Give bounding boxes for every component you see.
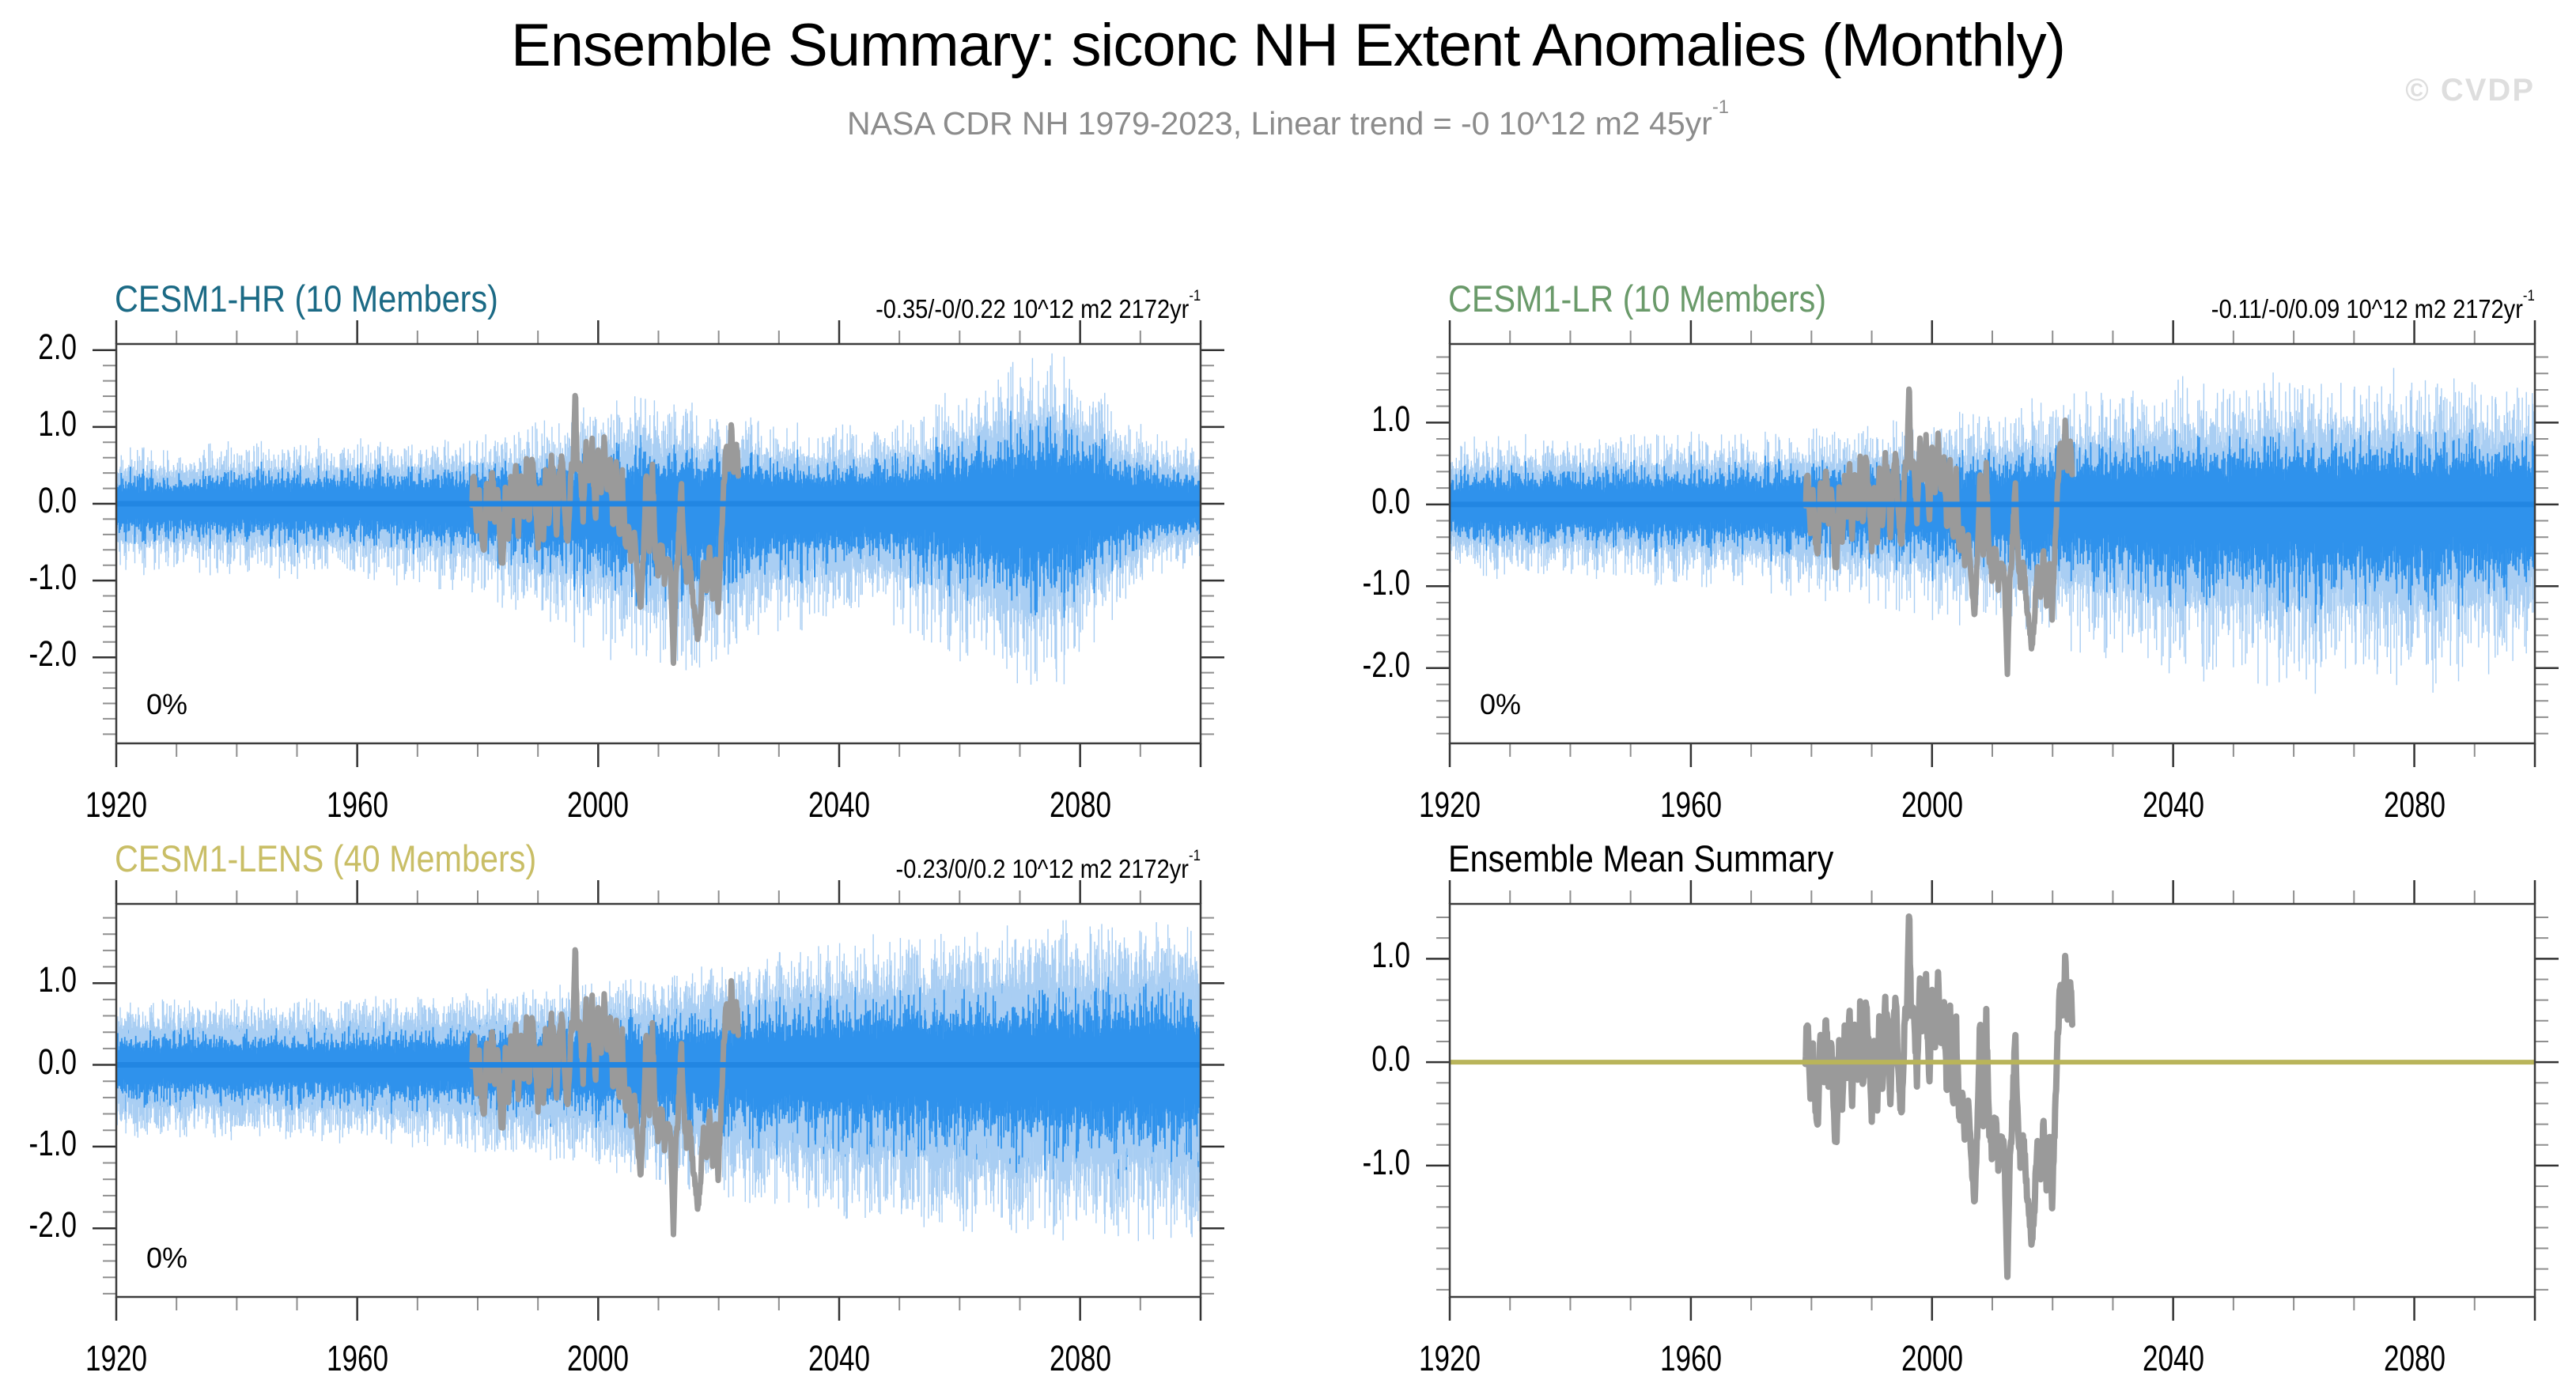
- y-tick-label: 1.0: [38, 959, 77, 1000]
- y-tick-label: -1.0: [28, 557, 77, 598]
- x-tick-label: 2040: [808, 784, 871, 825]
- axis-minor-ticks: [1436, 331, 2548, 757]
- trend-text: -0.35/-0/0.22 10^12 m2 2172yr: [875, 294, 1190, 323]
- trend-text: -0.23/0/0.2 10^12 m2 2172yr: [895, 854, 1190, 883]
- panel-border: [1448, 902, 2536, 1299]
- y-tick-label: 0.0: [38, 480, 77, 520]
- x-tick-label: 1920: [85, 1338, 148, 1378]
- x-tick-label: 2040: [808, 1338, 871, 1378]
- x-tick-label: 1960: [326, 784, 388, 825]
- x-tick-label: 2080: [1049, 1338, 1111, 1378]
- x-tick-label: 2000: [1901, 784, 1963, 825]
- panel-border: [115, 902, 1202, 1299]
- observations-line: [468, 947, 741, 1238]
- y-tick-label: -2.0: [28, 633, 77, 675]
- y-tick-label: -1.0: [1362, 1141, 1410, 1182]
- y-tick-label: -2.0: [1362, 644, 1410, 685]
- trend-label-cesm1-lr: -0.11/-0/0.09 10^12 m2 2172yr-1: [2211, 288, 2535, 324]
- x-tick-label: 1960: [1659, 1338, 1722, 1378]
- page-title: Ensemble Summary: siconc NH Extent Anoma…: [511, 12, 2066, 79]
- plot-panel-cesm1-lens: [93, 880, 1224, 1321]
- y-tick-label: 1.0: [1371, 399, 1410, 440]
- page-subtitle-superscript: -1: [1712, 96, 1729, 119]
- axis-minor-ticks: [103, 890, 1214, 1310]
- plot-panel-cesm1-lr: [1426, 320, 2559, 767]
- x-tick-label: 2080: [2383, 1338, 2445, 1378]
- trend-text: -0.11/-0/0.09 10^12 m2 2172yr: [2211, 294, 2524, 323]
- trend-label-cesm1-lens: -0.23/0/0.2 10^12 m2 2172yr-1: [895, 848, 1201, 884]
- trend-superscript: -1: [1189, 848, 1201, 865]
- significance-percent-label: 0%: [1480, 688, 1522, 720]
- axis-minor-ticks: [1436, 890, 2548, 1310]
- y-tick-label: 0.0: [38, 1041, 77, 1082]
- panel-title-cesm1-lr: CESM1-LR (10 Members): [1448, 278, 1827, 319]
- cvdp-watermark: © CVDP: [2405, 73, 2535, 108]
- y-tick-label: 0.0: [1371, 480, 1410, 521]
- plot-panel-ensemble-mean: [1426, 880, 2559, 1321]
- x-tick-label: 2040: [2142, 1338, 2204, 1378]
- axis-major-ticks: [93, 880, 1224, 1321]
- y-tick-label: -2.0: [28, 1204, 77, 1246]
- panel-title-cesm1-lens: CESM1-LENS (40 Members): [115, 837, 537, 879]
- x-tick-label: 1920: [85, 784, 148, 825]
- x-tick-label: 2000: [567, 1338, 630, 1378]
- y-tick-label: 0.0: [1371, 1038, 1410, 1079]
- y-tick-label: 1.0: [38, 403, 77, 444]
- panel-border: [115, 342, 1202, 745]
- x-tick-label: 1960: [1659, 784, 1722, 825]
- trend-superscript: -1: [1189, 288, 1201, 305]
- x-tick-label: 2000: [567, 784, 630, 825]
- observations-line: [1802, 913, 2075, 1280]
- plot-panel-cesm1-hr: [93, 320, 1224, 767]
- trend-superscript: -1: [2523, 288, 2535, 305]
- axis-minor-ticks: [103, 331, 1214, 757]
- observations-line: [468, 392, 741, 667]
- y-tick-label: -1.0: [1362, 562, 1410, 603]
- trend-label-cesm1-hr: -0.35/-0/0.22 10^12 m2 2172yr-1: [875, 288, 1201, 324]
- significance-percent-label: 0%: [146, 1242, 188, 1274]
- x-tick-label: 1920: [1418, 1338, 1481, 1378]
- y-tick-label: 1.0: [1371, 935, 1410, 976]
- y-tick-label: 2.0: [38, 326, 77, 367]
- axis-major-ticks: [93, 320, 1224, 767]
- x-tick-label: 2080: [2383, 784, 2445, 825]
- page-subtitle: NASA CDR NH 1979-2023, Linear trend = -0…: [0, 96, 2576, 142]
- axis-major-ticks: [1426, 320, 2559, 767]
- observations-line: [1802, 386, 2075, 678]
- x-tick-label: 2000: [1901, 1338, 1963, 1378]
- panel-border: [1448, 342, 2536, 745]
- x-tick-label: 1920: [1418, 784, 1481, 825]
- x-tick-label: 2080: [1049, 784, 1111, 825]
- significance-percent-label: 0%: [146, 688, 188, 720]
- axis-major-ticks: [1426, 880, 2559, 1321]
- panel-title-ensemble-mean: Ensemble Mean Summary: [1448, 837, 1834, 879]
- x-tick-label: 2040: [2142, 784, 2204, 825]
- x-tick-label: 1960: [326, 1338, 388, 1378]
- panel-title-cesm1-hr: CESM1-HR (10 Members): [115, 278, 498, 319]
- y-tick-label: -1.0: [28, 1122, 77, 1163]
- page-subtitle-text: NASA CDR NH 1979-2023, Linear trend = -0…: [847, 105, 1712, 142]
